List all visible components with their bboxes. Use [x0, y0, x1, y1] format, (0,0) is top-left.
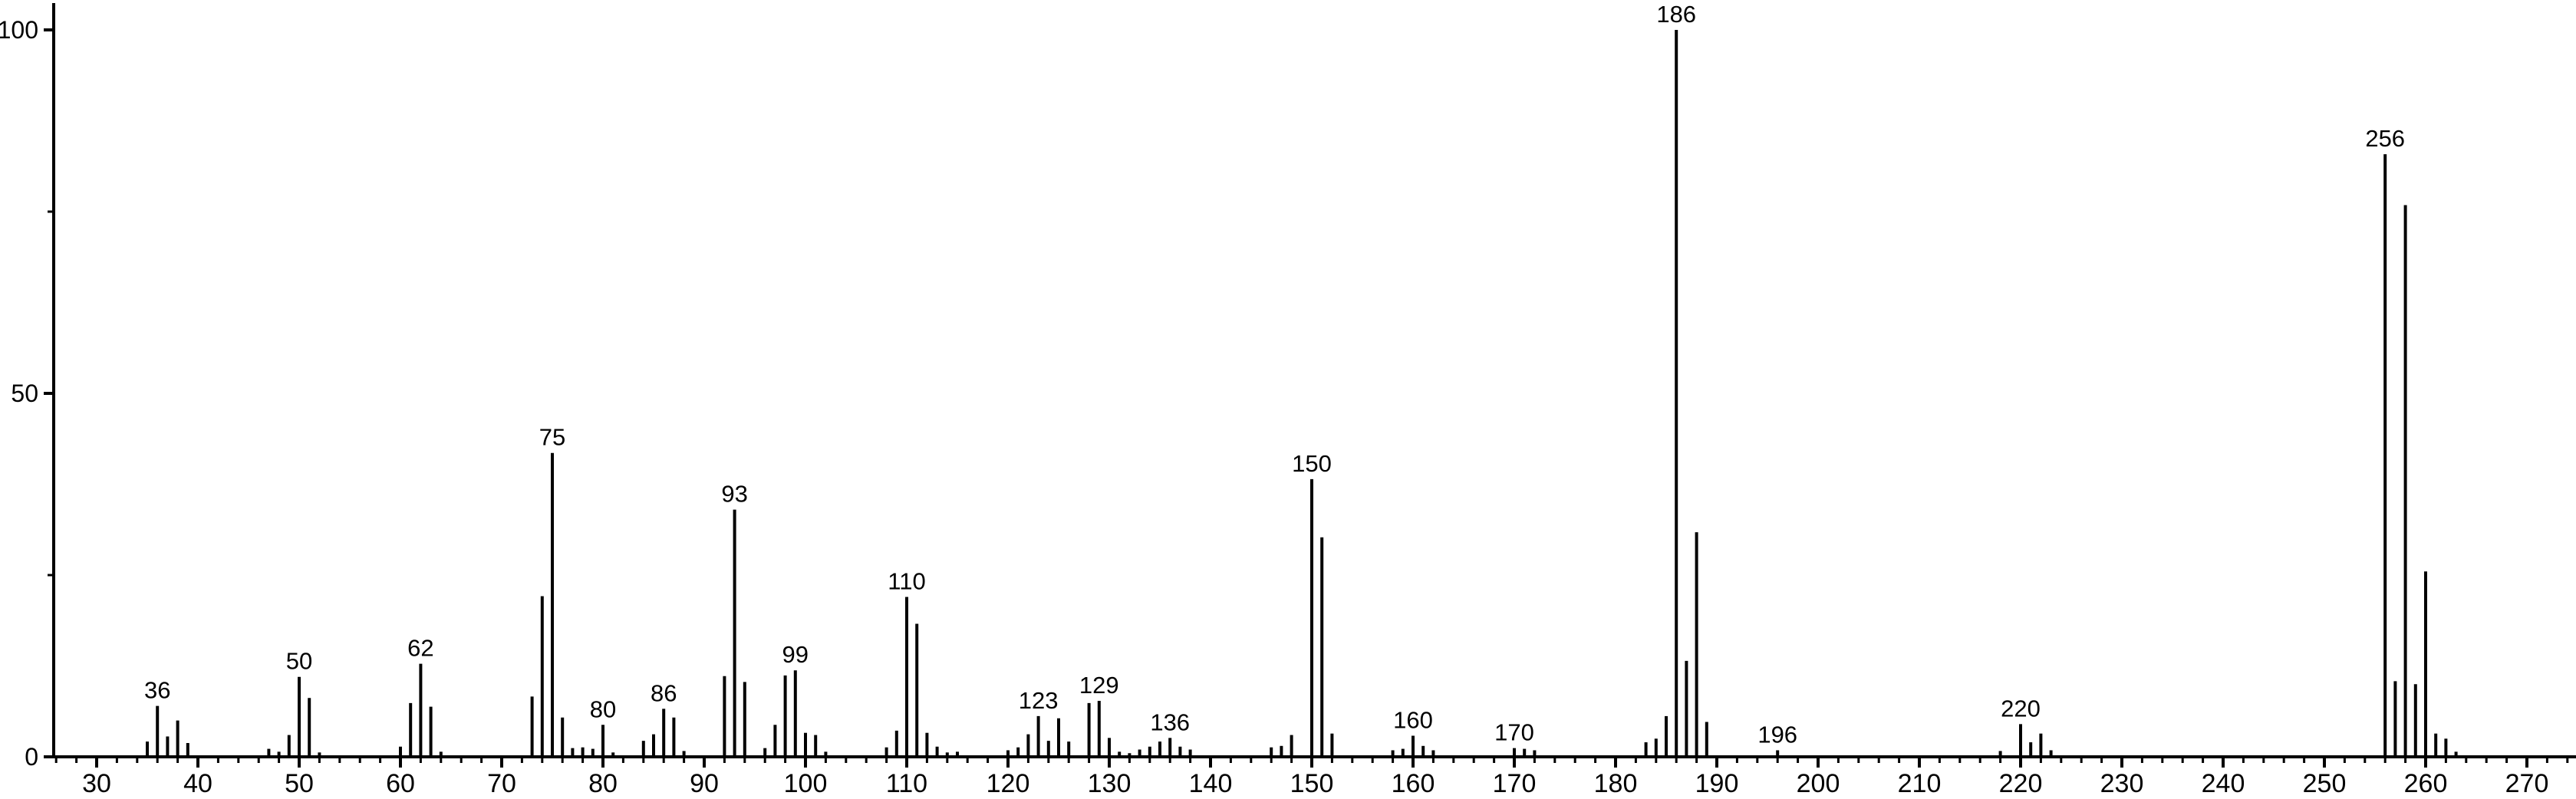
- x-tick-label: 170: [1493, 769, 1537, 798]
- x-tick-label: 220: [1999, 769, 2043, 798]
- peak-label-170: 170: [1494, 719, 1534, 746]
- peak-label-196: 196: [1757, 721, 1797, 748]
- y-tick-label: 0: [25, 743, 38, 771]
- x-tick-label: 110: [886, 769, 927, 798]
- x-tick-label: 90: [690, 769, 719, 798]
- x-tick-label: 250: [2303, 769, 2347, 798]
- peak-label-160: 160: [1393, 707, 1433, 734]
- peak-label-93: 93: [721, 481, 747, 508]
- peak-label-62: 62: [407, 635, 433, 662]
- peak-label-129: 129: [1079, 672, 1119, 699]
- x-tick-label: 80: [588, 769, 618, 798]
- peak-label-256: 256: [2365, 125, 2405, 152]
- x-tick-label: 260: [2404, 769, 2448, 798]
- x-tick-label: 70: [487, 769, 516, 798]
- peak-label-150: 150: [1292, 450, 1332, 477]
- x-tick-label: 100: [784, 769, 828, 798]
- peak-label-75: 75: [539, 424, 565, 451]
- y-tick-label: 100: [0, 16, 38, 44]
- x-tick-label: 240: [2202, 769, 2245, 798]
- x-tick-label: 230: [2100, 769, 2144, 798]
- x-tick-label: 190: [1695, 769, 1739, 798]
- peak-label-86: 86: [651, 679, 677, 706]
- x-tick-label: 30: [82, 769, 111, 798]
- x-tick-label: 130: [1088, 769, 1132, 798]
- x-tick-label: 210: [1898, 769, 1942, 798]
- peak-label-186: 186: [1656, 1, 1696, 28]
- x-tick-label: 180: [1594, 769, 1638, 798]
- peak-label-36: 36: [144, 677, 170, 704]
- x-tick-label: 270: [2505, 769, 2549, 798]
- x-tick-label: 150: [1290, 769, 1334, 798]
- x-tick-label: 200: [1797, 769, 1840, 798]
- x-tick-label: 160: [1392, 769, 1435, 798]
- peak-label-80: 80: [590, 695, 616, 722]
- x-tick-label: 140: [1189, 769, 1233, 798]
- x-tick-label: 120: [987, 769, 1030, 798]
- peak-label-99: 99: [782, 641, 809, 668]
- peak-label-136: 136: [1150, 709, 1190, 735]
- peak-label-110: 110: [888, 567, 925, 594]
- x-tick-label: 40: [183, 769, 212, 798]
- peak-label-50: 50: [286, 648, 312, 675]
- peak-label-123: 123: [1019, 687, 1059, 714]
- peak-label-220: 220: [2001, 695, 2041, 722]
- x-tick-label: 50: [285, 769, 314, 798]
- y-tick-label: 50: [11, 380, 38, 407]
- x-tick-label: 60: [386, 769, 415, 798]
